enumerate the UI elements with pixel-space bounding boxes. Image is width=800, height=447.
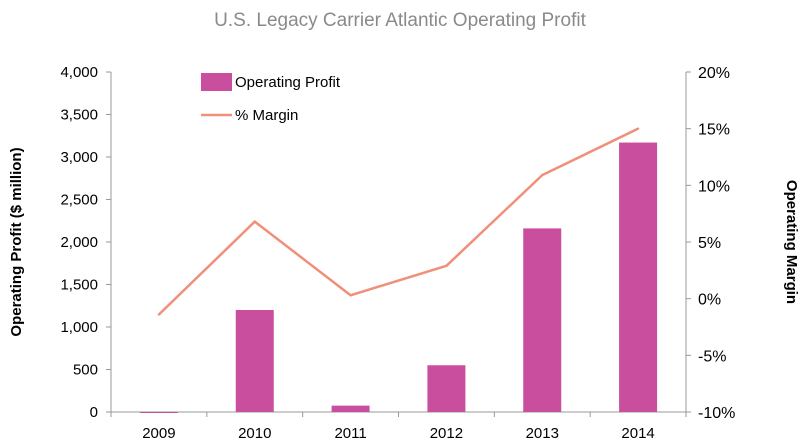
- y-tick-label: 4,000: [60, 64, 98, 81]
- x-tick-label: 2012: [430, 425, 463, 442]
- y-axis-label: Operating Profit ($ million): [8, 147, 25, 336]
- margin-point: [445, 264, 448, 267]
- y-tick-label: 500: [73, 362, 98, 379]
- legend: Operating Profit % Margin: [201, 73, 341, 124]
- margin-line: [158, 127, 639, 316]
- y2-tick-label: 10%: [698, 178, 730, 195]
- x-tick-label: 2014: [621, 425, 654, 442]
- bar-operating-profit: [523, 228, 562, 412]
- legend-label-margin: % Margin: [235, 107, 298, 124]
- y-tick-label: 3,500: [60, 107, 98, 124]
- margin-point: [253, 220, 256, 223]
- x-tick-label: 2010: [238, 425, 271, 442]
- x-tick-label: 2013: [526, 425, 559, 442]
- axes: 0 500 1,000 1,500 2,000 2,500 3,000 3,500 4,000 -…: [60, 64, 735, 442]
- y2-tick-label: 0%: [698, 292, 721, 309]
- y-tick-label: 2,000: [60, 234, 98, 251]
- margin-point: [541, 173, 544, 177]
- margin-point: [636, 127, 640, 130]
- bar-operating-profit: [427, 365, 466, 412]
- y-tick-label: 2,500: [60, 192, 98, 209]
- y2-tick-label: 20%: [698, 65, 730, 82]
- legend-swatch-operating-profit: [201, 73, 232, 91]
- x-tick-label: 2011: [334, 425, 366, 442]
- y2-tick-label: -10%: [698, 405, 735, 422]
- y-tick-label: 1,500: [60, 277, 98, 294]
- y2-axis-label: Operating Margin: [783, 180, 800, 304]
- y2-tick-label: -5%: [698, 348, 726, 365]
- legend-label-operating-profit: Operating Profit: [235, 74, 341, 91]
- bar-operating-profit: [619, 142, 658, 413]
- y2-tick-label: 5%: [698, 235, 721, 252]
- margin-point: [157, 313, 161, 316]
- x-tick-label: 2009: [142, 425, 175, 442]
- bar-operating-profit: [139, 412, 178, 413]
- y2-tick-label: 15%: [698, 122, 730, 139]
- margin-point: [349, 294, 352, 297]
- margin-line-group: [157, 127, 640, 316]
- bars: [139, 142, 658, 413]
- bar-operating-profit: [235, 310, 274, 412]
- y-tick-label: 1,000: [60, 319, 98, 336]
- bar-operating-profit: [331, 405, 370, 412]
- y-tick-label: 0: [90, 404, 98, 421]
- y-tick-label: 3,000: [60, 149, 98, 166]
- chart-title: U.S. Legacy Carrier Atlantic Operating P…: [214, 10, 586, 31]
